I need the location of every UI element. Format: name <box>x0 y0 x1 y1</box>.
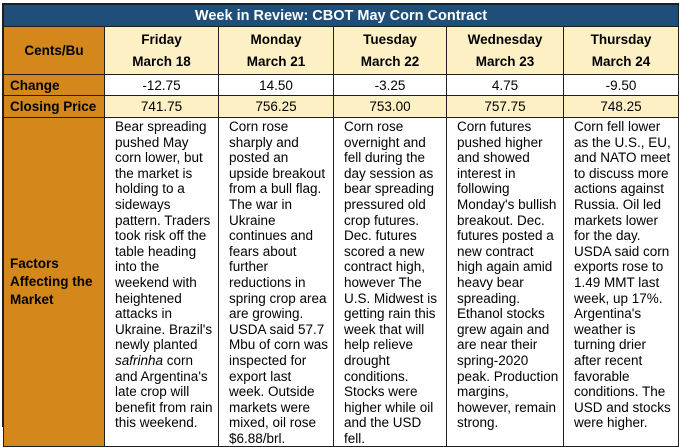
change-value: 4.75 <box>446 74 564 96</box>
day-name: Monday <box>250 31 302 47</box>
corn-review-table-frame: Week in Review: CBOT May Corn Contract C… <box>2 3 680 447</box>
day-date: March 21 <box>246 53 306 69</box>
factors-text: Corn rose sharply and posted an upside b… <box>229 119 329 446</box>
change-value: -9.50 <box>562 74 680 96</box>
factors-text: Corn fell lower as the U.S., EU, and NAT… <box>574 119 671 431</box>
factors-italic-term: safrinha <box>115 352 164 368</box>
table-title: Week in Review: CBOT May Corn Contract <box>2 4 680 27</box>
day-header-wednesday: Wednesday March 23 <box>446 26 564 75</box>
day-name: Thursday <box>590 31 652 47</box>
factors-text-tuesday: Corn rose overnight and fell during the … <box>333 116 447 447</box>
factors-text-friday: Bear spreading pushed May corn lower, bu… <box>104 116 219 447</box>
day-name: Wednesday <box>467 31 543 47</box>
closing-value: 741.75 <box>104 95 219 118</box>
change-row: Change -12.75 14.50 -3.25 4.75 -9.50 <box>3 74 680 96</box>
day-header-friday: Friday March 18 <box>104 26 219 75</box>
factors-text-wednesday: Corn futures pushed higher and showed in… <box>446 116 564 447</box>
change-value: -3.25 <box>333 74 447 96</box>
day-date: March 22 <box>360 53 420 69</box>
factors-text: Bear spreading pushed May corn lower, bu… <box>115 119 213 353</box>
factors-text: Corn rose overnight and fell during the … <box>344 119 438 446</box>
units-label: Cents/Bu <box>3 26 105 75</box>
factors-text-thursday: Corn fell lower as the U.S., EU, and NAT… <box>562 116 680 447</box>
change-value: 14.50 <box>218 74 334 96</box>
closing-value: 753.00 <box>333 95 447 118</box>
closing-label: Closing Price <box>3 95 105 118</box>
corn-review-table: Week in Review: CBOT May Corn Contract C… <box>2 4 680 447</box>
closing-value: 757.75 <box>446 95 564 118</box>
change-value: -12.75 <box>104 74 219 96</box>
factors-text: Corn futures pushed higher and showed in… <box>457 119 559 431</box>
factors-text: corn and Argentina's late crop will bene… <box>115 352 213 431</box>
closing-row: Closing Price 741.75 756.25 753.00 757.7… <box>3 95 680 118</box>
day-name: Friday <box>141 31 182 47</box>
closing-value: 748.25 <box>562 95 680 118</box>
factors-row: Factors Affecting the Market Bear spread… <box>3 116 680 447</box>
closing-value: 756.25 <box>218 95 334 118</box>
day-date: March 18 <box>132 53 191 69</box>
title-row: Week in Review: CBOT May Corn Contract <box>2 4 680 27</box>
day-header-monday: Monday March 21 <box>218 26 334 75</box>
day-date: March 23 <box>475 53 535 69</box>
day-header-tuesday: Tuesday March 22 <box>333 26 447 75</box>
day-name: Tuesday <box>363 31 417 47</box>
day-header-row: Cents/Bu Friday March 18 Monday March 21 T… <box>3 26 680 75</box>
factors-label: Factors Affecting the Market <box>3 116 105 447</box>
day-header-thursday: Thursday March 24 <box>562 26 680 75</box>
day-date: March 24 <box>591 53 651 69</box>
factors-text-monday: Corn rose sharply and posted an upside b… <box>218 116 334 447</box>
change-label: Change <box>3 74 105 96</box>
